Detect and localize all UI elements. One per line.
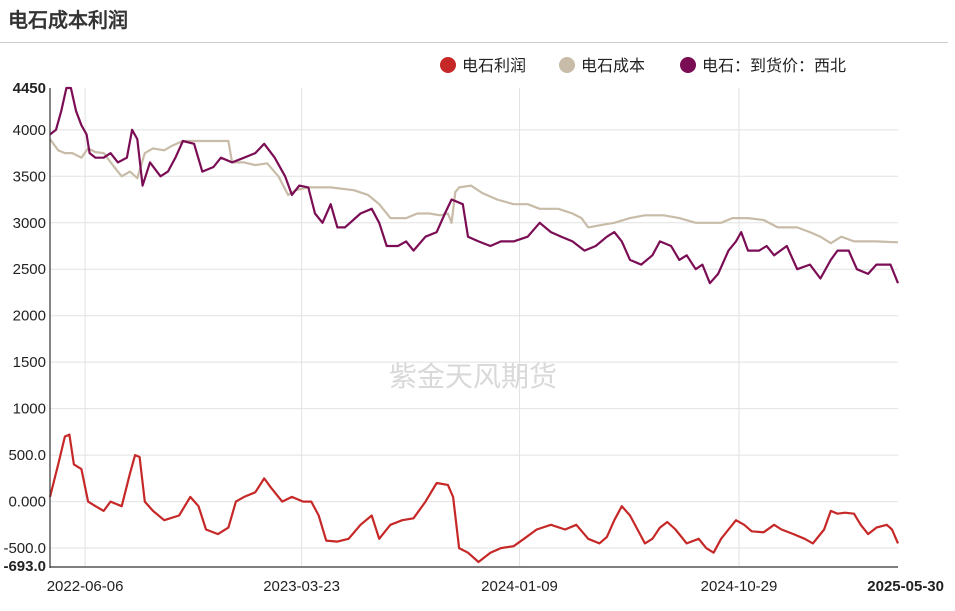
y-tick-label: 4450 bbox=[13, 80, 46, 97]
series-line-0 bbox=[48, 433, 900, 564]
legend: 电石利润 电石成本 电石：到货价：西北 bbox=[440, 56, 846, 75]
y-tick-label: 1000 bbox=[13, 401, 46, 418]
y-tick-label: 0.000 bbox=[8, 494, 46, 511]
legend-marker-2 bbox=[680, 57, 696, 73]
y-tick-label: 3500 bbox=[13, 168, 46, 185]
y-tick-label: 500.0 bbox=[8, 447, 46, 464]
x-tick-label: 2025-05-30 bbox=[867, 578, 944, 595]
legend-marker-0 bbox=[440, 57, 456, 73]
series-line-2 bbox=[49, 86, 900, 285]
legend-marker-1 bbox=[559, 57, 575, 73]
y-tick-label: -500.0 bbox=[3, 540, 46, 557]
title-divider bbox=[0, 42, 948, 43]
y-tick-label: 1500 bbox=[13, 354, 46, 371]
x-tick-label: 2022-06-06 bbox=[47, 578, 124, 595]
y-tick-label: 4000 bbox=[13, 122, 46, 139]
axes: 4450 4000 3500 3000 2500 2000 1500 1000 500.0 0.0… bbox=[3, 80, 944, 595]
x-tick-label: 2024-01-09 bbox=[481, 578, 558, 595]
legend-label-2: 电石：到货价：西北 bbox=[702, 56, 846, 75]
page-title: 电石成本利润 bbox=[8, 8, 128, 32]
x-tick-label: 2024-10-29 bbox=[701, 578, 778, 595]
x-tick-label: 2023-03-23 bbox=[263, 578, 340, 595]
gridlines bbox=[50, 88, 898, 566]
series-lines bbox=[48, 86, 900, 564]
legend-label-1: 电石成本 bbox=[581, 56, 645, 75]
legend-label-0: 电石利润 bbox=[462, 56, 526, 75]
y-tick-label: 2500 bbox=[13, 261, 46, 278]
y-tick-label: 3000 bbox=[13, 215, 46, 232]
y-tick-label: -693.0 bbox=[3, 558, 46, 575]
watermark-text: 紫金天风期货 bbox=[389, 360, 557, 393]
series-line-1 bbox=[49, 138, 899, 245]
y-tick-label: 2000 bbox=[13, 308, 46, 325]
